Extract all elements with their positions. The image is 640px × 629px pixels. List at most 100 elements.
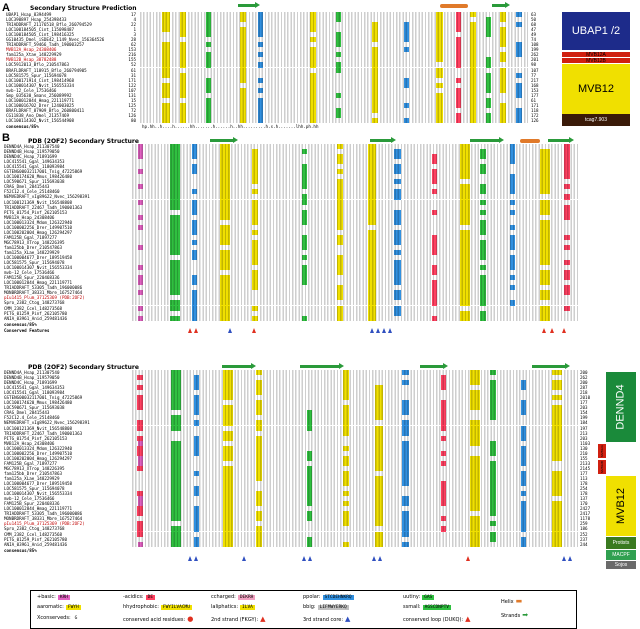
residue-highlight xyxy=(480,209,486,215)
residue-highlight xyxy=(307,536,313,542)
residue-highlight xyxy=(138,305,143,311)
residue-highlight xyxy=(302,199,307,205)
residue-highlight xyxy=(469,491,480,497)
residue-highlight xyxy=(469,516,480,522)
residue-highlight xyxy=(252,239,258,245)
conserved-feature-marker xyxy=(188,556,192,561)
residue-highlight xyxy=(469,536,480,542)
residue-highlight xyxy=(170,164,180,170)
residue-highlight xyxy=(510,275,515,281)
residue-highlight xyxy=(552,491,563,497)
residue-highlight xyxy=(486,62,491,68)
residue-highlight xyxy=(220,295,230,301)
residue-texture xyxy=(132,260,578,266)
sequence-label: 63 xyxy=(531,12,537,17)
residue-texture xyxy=(132,159,578,165)
panel-b-top-conserved-label: Conserved Features xyxy=(4,328,50,333)
residue-highlight xyxy=(521,425,527,431)
residue-highlight xyxy=(240,12,246,18)
residue-highlight xyxy=(510,265,515,271)
residue-highlight xyxy=(401,526,409,532)
residue-highlight xyxy=(441,380,446,386)
residue-highlight xyxy=(170,280,180,286)
residue-highlight xyxy=(255,511,262,517)
residue-highlight xyxy=(372,22,378,28)
residue-highlight xyxy=(252,280,258,286)
family-block-label: Protists xyxy=(612,540,630,546)
family-block: MVB12 xyxy=(606,476,636,536)
legend-label: Strands xyxy=(501,613,521,619)
sequence-label: 1178 xyxy=(580,516,591,522)
residue-highlight xyxy=(375,511,384,517)
residue-texture xyxy=(132,491,578,497)
residue-highlight xyxy=(222,415,233,421)
sequence-label: 52 xyxy=(130,62,136,68)
sequence-label: 178 xyxy=(580,491,588,497)
residue-highlight xyxy=(162,12,170,18)
residue-highlight xyxy=(460,270,470,276)
residue-highlight xyxy=(470,82,476,88)
residue-highlight xyxy=(222,410,233,416)
residue-highlight xyxy=(540,290,550,296)
residue-highlight xyxy=(307,450,313,456)
residue-highlight xyxy=(162,47,170,53)
residue-highlight xyxy=(138,224,143,230)
sequence-label: LOC100202004_Hmag_126294297 xyxy=(4,455,73,461)
residue-texture xyxy=(132,174,578,180)
residue-highlight xyxy=(192,209,197,215)
sequence-label: PITG_01754_Pinf_262105153 xyxy=(4,435,68,441)
sequence-label: 186 xyxy=(580,526,588,532)
sequence-label: 22 xyxy=(130,22,136,28)
residue-highlight xyxy=(490,511,497,517)
residue-highlight xyxy=(336,37,341,43)
alignment-row xyxy=(132,516,578,522)
residue-highlight xyxy=(516,92,522,98)
legend-color-chip: KRH xyxy=(57,595,70,600)
sequence-label: LOC415541_Ggal_149634353 xyxy=(4,385,65,391)
residue-highlight xyxy=(302,194,307,200)
residue-highlight xyxy=(136,425,143,431)
residue-highlight xyxy=(337,204,343,210)
sequence-label: 153 xyxy=(128,47,136,53)
alignment-row xyxy=(132,184,578,190)
residue-highlight xyxy=(552,455,563,461)
residue-highlight xyxy=(220,265,230,271)
residue-highlight xyxy=(552,541,563,547)
residue-highlight xyxy=(136,405,143,411)
residue-highlight xyxy=(220,214,230,220)
residue-highlight xyxy=(255,501,262,507)
sequence-label: DENND4B_Hsap_119579050 xyxy=(4,149,60,155)
residue-texture xyxy=(132,486,578,492)
panel-a-end-numbers: 63 50 68 47 49 74 108 199 262 201 98 107 77 217 168 153… xyxy=(531,12,545,123)
residue-highlight xyxy=(490,460,497,466)
residue-highlight xyxy=(436,107,443,113)
residue-highlight xyxy=(162,92,170,98)
residue-highlight xyxy=(192,239,197,245)
residue-highlight xyxy=(460,189,470,195)
legend-item: aaromatic: FWYH xyxy=(37,604,81,610)
sequence-label: 177 xyxy=(531,92,539,98)
residue-highlight xyxy=(432,189,437,195)
residue-highlight xyxy=(394,305,401,311)
residue-highlight xyxy=(307,486,313,492)
sequence-label: pIu1415_Plum_37125369 (PDB:2OF2) xyxy=(4,295,85,301)
residue-highlight xyxy=(162,62,170,68)
residue-highlight xyxy=(552,481,563,487)
residue-highlight xyxy=(401,420,409,426)
residue-highlight xyxy=(460,300,470,306)
residue-highlight xyxy=(375,430,384,436)
residue-highlight xyxy=(469,380,480,386)
residue-texture xyxy=(140,117,528,123)
residue-highlight xyxy=(368,194,376,200)
family-block: MVB12B xyxy=(562,58,630,64)
family-block-label: Sojos xyxy=(614,562,628,568)
conserved-feature-marker xyxy=(562,556,566,561)
residue-highlight xyxy=(500,87,506,93)
residue-highlight xyxy=(540,295,550,301)
sequence-label: LOC100012844_Hmag_221119771 xyxy=(6,97,75,103)
residue-highlight xyxy=(180,17,186,23)
residue-highlight xyxy=(469,375,480,381)
residue-highlight xyxy=(343,455,350,461)
residue-texture xyxy=(132,425,578,431)
residue-highlight xyxy=(564,234,570,240)
